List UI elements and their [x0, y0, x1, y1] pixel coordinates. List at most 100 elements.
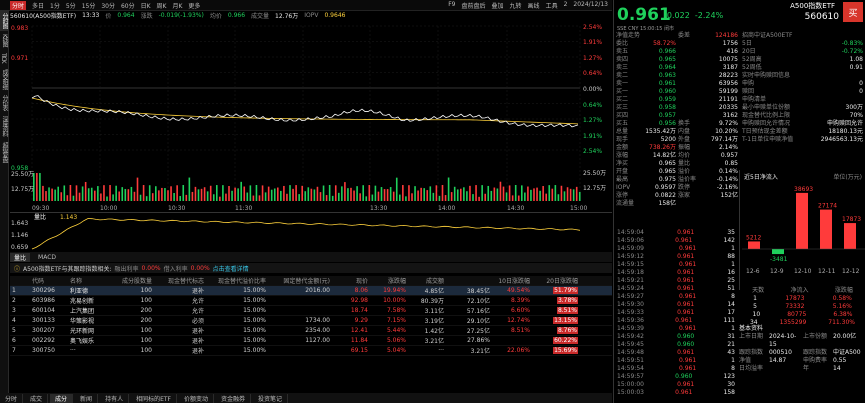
- table-cell: 300207: [32, 327, 55, 334]
- view-tab[interactable]: TICK: [0, 52, 7, 63]
- toolbar-tool[interactable]: 叠加: [491, 2, 504, 10]
- table-row[interactable]: 6 002292 奥飞娱乐 100 退补 15.00% 1127.00 11.84 5.06% 3…: [10, 336, 612, 346]
- quote-label: 卖二: [616, 72, 629, 79]
- view-tab[interactable]: 深度资料: [1, 115, 8, 136]
- left-axis-label: 0.958: [11, 165, 28, 172]
- view-tab[interactable]: K线图: [1, 34, 8, 47]
- table-cell: 3.78%: [532, 297, 580, 304]
- quote-label: 买一: [616, 88, 629, 95]
- quote-label: 招商中证A500ETF: [742, 32, 793, 39]
- period-tab[interactable]: 日K: [140, 2, 151, 10]
- period-tab[interactable]: 5分: [65, 2, 76, 10]
- volume-bar: [72, 195, 75, 201]
- quote-label: 溢价: [678, 168, 691, 175]
- table-row[interactable]: 7 300750 ··· 100 退补 15.00% 69.15 5.04% ··· 3.21亿 2…: [10, 346, 612, 356]
- buy-button[interactable]: 买: [843, 2, 863, 22]
- period-tab[interactable]: 月K: [172, 2, 183, 10]
- column-header[interactable]: 成交额: [425, 278, 444, 285]
- column-header[interactable]: 代码: [32, 278, 45, 285]
- view-tab[interactable]: 超级复盘: [1, 141, 8, 162]
- volume-bar: [460, 188, 462, 201]
- period-tab[interactable]: 60分: [120, 2, 135, 10]
- quote-value: 124186: [715, 32, 738, 39]
- toolbar-tool[interactable]: 2: [563, 0, 568, 8]
- volume-bar: [392, 191, 395, 201]
- view-tab[interactable]: 成交明细: [1, 68, 8, 89]
- bottom-tab[interactable]: 成分: [50, 393, 74, 403]
- column-header[interactable]: 10日涨跌幅: [498, 278, 530, 285]
- column-header[interactable]: 涨跌幅: [387, 278, 406, 285]
- period-tab[interactable]: 多日: [32, 2, 45, 10]
- toolbar-tool[interactable]: 九转: [509, 2, 522, 10]
- period-tab[interactable]: 30分: [101, 2, 115, 10]
- bottom-tab[interactable]: 投资笔记: [253, 393, 289, 403]
- notice-detail-link[interactable]: 点击查看详情: [212, 265, 249, 273]
- quote-value: 70%: [849, 112, 863, 119]
- bottom-tab[interactable]: 价额变动: [179, 393, 215, 403]
- last-price: 0.961: [617, 5, 671, 25]
- flow-col-header: 涨跌幅: [834, 287, 853, 294]
- table-row[interactable]: 3 600104 上汽集团 200 允许 15.00% 18.74 7.58% 3.11亿 57.…: [10, 306, 612, 316]
- trade-tick: 14:59:57 0.960 123: [614, 373, 738, 381]
- table-cell: 22.06%: [507, 347, 530, 354]
- pct-chip: 8.51%: [556, 307, 578, 314]
- view-tab[interactable]: 分时图: [0, 10, 9, 31]
- volume-bar: [325, 195, 328, 201]
- bottom-tab[interactable]: 资金融券: [216, 393, 252, 403]
- volume-bar: [206, 191, 209, 201]
- tick-price: 0.961: [677, 349, 695, 356]
- tick-time: 14:59:21: [617, 277, 644, 284]
- bottom-tab[interactable]: 分时: [0, 393, 24, 403]
- quote-label: 最高: [616, 176, 629, 183]
- table-cell: 600104: [32, 307, 55, 314]
- bottom-tab[interactable]: 持有人: [100, 393, 130, 403]
- column-header[interactable]: 成分股数量: [121, 278, 152, 285]
- column-header[interactable]: 现金替代溢价比率: [217, 278, 266, 285]
- table-cell: 8.39%: [510, 297, 530, 304]
- quote-row: 最小申赎单位份额 300万: [742, 104, 863, 112]
- volume-bar: [212, 194, 215, 201]
- toolbar-tool[interactable]: 盘前盘后: [461, 2, 486, 10]
- toolbar-tool[interactable]: 画线: [527, 2, 540, 10]
- bottom-tab[interactable]: 相同标的ETF: [131, 393, 177, 403]
- toolbar-tool[interactable]: F9: [448, 0, 456, 8]
- column-header[interactable]: 名称: [70, 278, 83, 285]
- view-tab[interactable]: 分价表: [1, 94, 8, 110]
- period-tab[interactable]: 15分: [81, 2, 96, 10]
- quote-row: 外盘 797.14万: [678, 136, 738, 144]
- indicator-tab[interactable]: 量比: [10, 252, 31, 262]
- change-abs: -0.022: [664, 11, 690, 20]
- table-row[interactable]: 2 603986 兆易创新 100 允许 15.00% 92.98 10.00% 80.39万 7…: [10, 296, 612, 306]
- flow-col-header: 净流入: [790, 287, 809, 294]
- table-cell: 15.69%: [532, 347, 580, 354]
- volume-ratio-chart[interactable]: 量比 1.143 1.643 1.146 0.659: [10, 213, 612, 252]
- table-row[interactable]: 5 300207 光环新网 100 退补 15.00% 2354.00 12.41 5.44% 1…: [10, 326, 612, 336]
- volume-bar: [560, 185, 563, 201]
- volume-bar: [69, 185, 72, 201]
- period-tab[interactable]: 周K: [156, 2, 167, 10]
- column-header[interactable]: 现价: [355, 278, 368, 285]
- right-axis-label: 25.50万: [583, 170, 606, 177]
- period-tab[interactable]: 更多: [188, 2, 201, 10]
- quote-label: 买三: [616, 104, 629, 111]
- column-header[interactable]: 现金替代标志: [167, 278, 204, 285]
- table-cell: 15.00%: [243, 287, 266, 294]
- column-header[interactable]: 20日涨跌幅: [546, 278, 578, 285]
- indicator-tab[interactable]: MACD: [38, 253, 57, 261]
- quote-row: 申购赎回允许情况 申购赎回允许: [742, 120, 863, 128]
- period-tab[interactable]: 1分: [50, 2, 60, 10]
- quote-label: 买五: [616, 120, 629, 127]
- quote-value: 1535.42万: [645, 128, 676, 135]
- period-tab[interactable]: 分时: [10, 0, 27, 10]
- table-row[interactable]: 4 300133 华策影视 200 必须 15.00% 1734.00 9.29 7.15% 3.…: [10, 316, 612, 326]
- bottom-tab[interactable]: 新闻: [75, 393, 99, 403]
- volume-bar: [97, 186, 99, 201]
- trade-tick: 14:59:48 0.961 43: [614, 349, 738, 357]
- volume-bar: [502, 186, 505, 201]
- column-header[interactable]: 固定替代金额(元): [283, 278, 330, 285]
- bottom-tab[interactable]: 成交: [25, 393, 49, 403]
- volume-bar: [533, 188, 535, 201]
- intraday-chart[interactable]: 0.983 0.971 0.958 25.50万 12.75万 2.54% 1.91% 1.2…: [10, 20, 612, 213]
- table-row[interactable]: 1 300296 利亚德 100 退补 15.00% 2016.00 8.06 19.94% 4.…: [10, 286, 612, 296]
- toolbar-tool[interactable]: 工具: [545, 2, 558, 10]
